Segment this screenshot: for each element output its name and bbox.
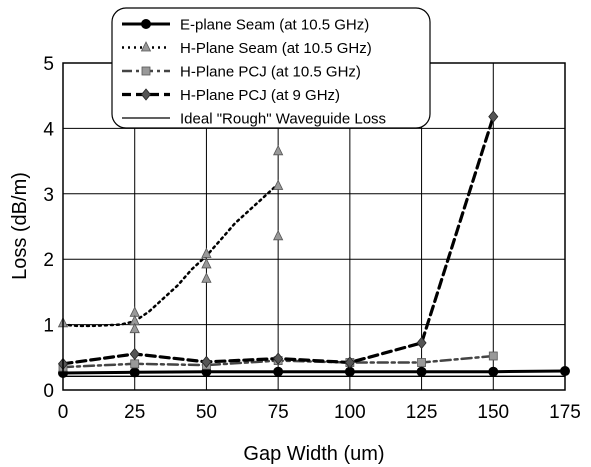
x-tick-label: 75	[268, 402, 289, 423]
data-point-3-3	[273, 352, 284, 365]
data-point-2-5	[417, 358, 426, 367]
x-tick-label: 0	[58, 402, 69, 423]
legend-label-4: Ideal "Rough" Waveguide Loss	[180, 111, 386, 128]
data-point-1-5	[201, 258, 212, 269]
legend-label-0: E-plane Seam (at 10.5 GHz)	[180, 17, 369, 34]
x-tick-label: 175	[549, 402, 581, 423]
y-tick-label: 3	[43, 185, 54, 206]
data-point-0-5	[416, 366, 427, 377]
data-point-0-1	[129, 367, 140, 378]
data-point-1-8	[272, 179, 284, 190]
legend-marker-1	[140, 41, 152, 52]
data-point-1-9	[272, 229, 284, 241]
legend-label-2: H-Plane PCJ (at 10.5 GHz)	[180, 64, 361, 81]
series-line-1	[61, 182, 280, 328]
data-point-3-1	[129, 347, 140, 361]
x-tick-label: 50	[196, 402, 217, 423]
y-tick-label: 0	[43, 381, 54, 402]
x-tick-label: 150	[477, 402, 509, 423]
data-point-1-4	[201, 247, 212, 258]
y-tick-label: 4	[43, 119, 54, 140]
legend-marker-2	[141, 66, 151, 76]
y-tick-label: 1	[43, 316, 54, 337]
legend: E-plane Seam (at 10.5 GHz) H-Plane Seam (…	[111, 7, 431, 129]
y-tick-label: 5	[43, 54, 54, 75]
data-point-1-7	[272, 144, 284, 156]
legend-marker-0	[141, 19, 151, 29]
x-axis-label: Gap Width (um)	[243, 443, 384, 465]
x-tick-label: 125	[406, 402, 438, 423]
data-point-3-2	[201, 355, 212, 369]
x-tick-label: 25	[124, 402, 145, 423]
x-tick-label: 100	[334, 402, 366, 423]
legend-box	[111, 7, 431, 129]
data-point-2-6	[488, 351, 498, 361]
data-point-3-4	[344, 356, 355, 369]
legend-marker-3	[140, 88, 152, 101]
data-point-1-3	[129, 322, 140, 334]
legend-label-3: H-Plane PCJ (at 9 GHz)	[180, 87, 340, 104]
series-line-0	[61, 369, 567, 375]
data-point-3-5	[416, 336, 427, 350]
data-point-0-3	[273, 366, 284, 377]
y-tick-labels: 0 1 2 3 4 5	[43, 54, 54, 402]
y-tick-label: 2	[43, 250, 54, 271]
data-point-0-6	[488, 366, 499, 377]
data-point-2-1	[130, 359, 140, 369]
legend-label-1: H-Plane Seam (at 10.5 GHz)	[180, 40, 372, 57]
x-tick-labels: 0 25 50 75 100 125 150 175	[58, 402, 581, 423]
data-point-1-6	[201, 272, 212, 283]
data-point-3-6	[488, 110, 499, 123]
y-axis-label: Loss (dB/m)	[9, 172, 31, 280]
